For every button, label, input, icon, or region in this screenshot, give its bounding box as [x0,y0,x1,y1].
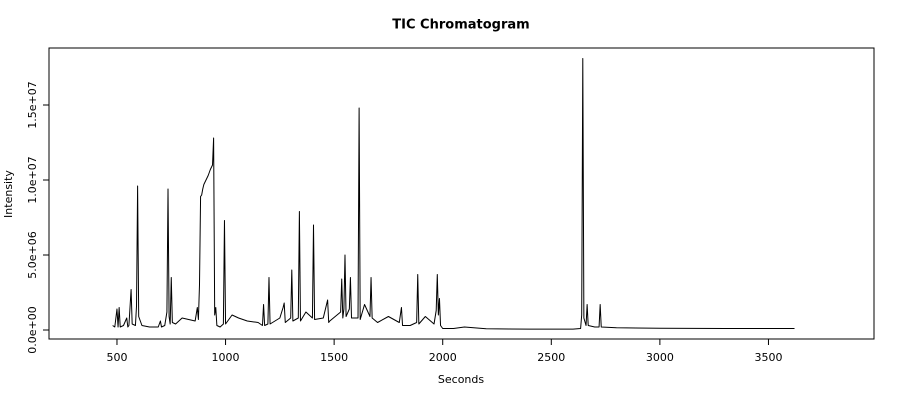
x-tick-label: 3000 [646,351,674,364]
x-tick-label: 3500 [754,351,782,364]
x-tick-label: 500 [106,351,127,364]
x-tick-label: 1000 [212,351,240,364]
y-axis-label: Intensity [2,170,15,218]
line-series [112,58,795,330]
y-tick-label: 5.0e+06 [26,231,39,278]
y-tick-label: 1.5e+07 [26,81,39,128]
x-tick-label: 2000 [429,351,457,364]
y-tick-label: 0.0e+00 [26,306,39,353]
x-tick-label: 1500 [320,351,348,364]
plot-frame [48,47,875,340]
x-axis-label: Seconds [438,373,484,386]
x-tick-label: 2500 [537,351,565,364]
y-tick-label: 1.0e+07 [26,156,39,203]
chart-title: TIC Chromatogram [392,18,529,33]
